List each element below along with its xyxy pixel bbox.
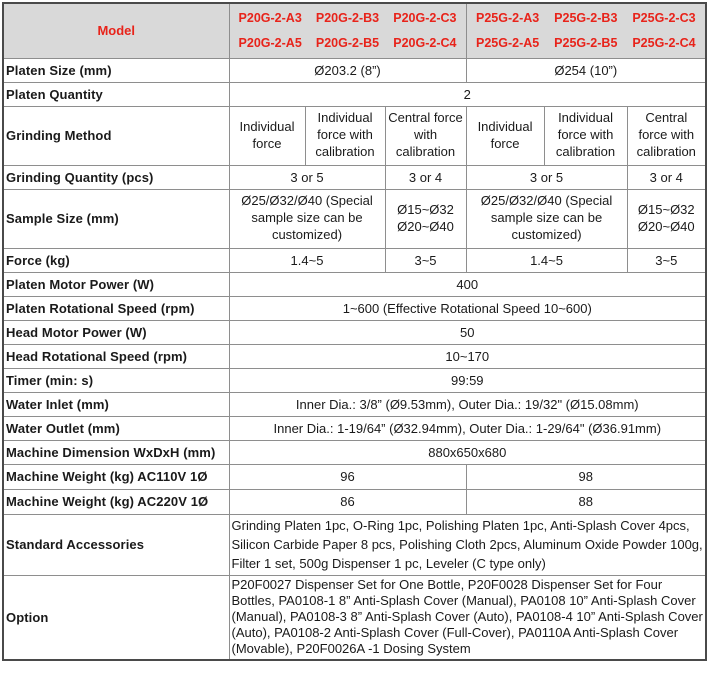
row-option: Option P20F0027 Dispenser Set for One Bo… [2,574,707,661]
model-name: P20G-2-C4 [393,36,457,51]
platen-motor-power-value: 400 [228,271,707,297]
machine-weight-ac220-10in: 88 [465,488,707,515]
option-label: Option [2,574,230,661]
row-platen-size: Platen Size (mm) Ø203.2 (8”) Ø254 (10”) [2,57,707,83]
machine-weight-ac110-label: Machine Weight (kg) AC110V 1Ø [2,463,230,490]
grinding-method-label: Grinding Method [2,105,230,166]
head-rotational-speed-value: 10~170 [228,343,707,369]
force-cell: 1.4~5 [228,247,386,273]
grinding-quantity-cell: 3 or 4 [626,164,707,190]
head-motor-power-label: Head Motor Power (W) [2,319,230,345]
model-name: P20G-2-A5 [238,36,302,51]
machine-weight-ac110-8in: 96 [228,463,467,490]
row-grinding-quantity: Grinding Quantity (pcs) 3 or 5 3 or 4 3 … [2,164,707,190]
timer-value: 99:59 [228,367,707,393]
model-group-p20: P20G-2-A3 P20G-2-B3 P20G-2-C3 P20G-2-A5 … [228,2,467,59]
row-sample-size: Sample Size (mm) Ø25/Ø32/Ø40 (Special sa… [2,188,707,249]
model-name: P25G-2-B3 [554,11,618,26]
timer-label: Timer (min: s) [2,367,230,393]
force-cell: 3~5 [384,247,467,273]
row-head-motor-power: Head Motor Power (W) 50 [2,319,707,345]
model-name: P25G-2-A5 [476,36,540,51]
row-machine-weight-ac220: Machine Weight (kg) AC220V 1Ø 86 88 [2,488,707,515]
machine-weight-ac220-label: Machine Weight (kg) AC220V 1Ø [2,488,230,515]
grinding-method-cell: Central force with calibration [626,105,707,166]
row-timer: Timer (min: s) 99:59 [2,367,707,393]
row-machine-dimension: Machine Dimension WxDxH (mm) 880x650x680 [2,439,707,465]
model-name: P25G-2-C4 [632,36,696,51]
platen-rotational-speed-value: 1~600 (Effective Rotational Speed 10~600… [228,295,707,321]
model-name: P20G-2-B3 [315,11,380,26]
platen-size-10in: Ø254 (10”) [465,57,707,83]
head-rotational-speed-label: Head Rotational Speed (rpm) [2,343,230,369]
standard-accessories-value: Grinding Platen 1pc, O-Ring 1pc, Polishi… [228,513,707,576]
force-cell: 3~5 [626,247,707,273]
model-group-p20-grid: P20G-2-A3 P20G-2-B3 P20G-2-C3 P20G-2-A5 … [232,11,464,50]
row-standard-accessories: Standard Accessories Grinding Platen 1pc… [2,513,707,576]
option-value: P20F0027 Dispenser Set for One Bottle, P… [228,574,707,661]
water-inlet-label: Water Inlet (mm) [2,391,230,417]
row-machine-weight-ac110: Machine Weight (kg) AC110V 1Ø 96 98 [2,463,707,490]
row-water-outlet: Water Outlet (mm) Inner Dia.: 1-19/64” (… [2,415,707,441]
row-force: Force (kg) 1.4~5 3~5 1.4~5 3~5 [2,247,707,273]
head-motor-power-value: 50 [228,319,707,345]
row-platen-quantity: Platen Quantity 2 [2,81,707,107]
model-name: P20G-2-A3 [238,11,302,26]
model-name: P25G-2-B5 [554,36,618,51]
platen-size-label: Platen Size (mm) [2,57,230,83]
model-group-p25: P25G-2-A3 P25G-2-B3 P25G-2-C3 P25G-2-A5 … [465,2,707,59]
model-name: P25G-2-A3 [476,11,540,26]
platen-size-8in: Ø203.2 (8”) [228,57,467,83]
force-label: Force (kg) [2,247,230,273]
standard-accessories-label: Standard Accessories [2,513,230,576]
force-cell: 1.4~5 [465,247,628,273]
row-platen-rotational-speed: Platen Rotational Speed (rpm) 1~600 (Eff… [2,295,707,321]
model-name: P20G-2-C3 [393,11,457,26]
sample-size-cell: Ø15~Ø32 Ø20~Ø40 [384,188,467,249]
sample-size-cell: Ø25/Ø32/Ø40 (Special sample size can be … [228,188,386,249]
water-inlet-value: Inner Dia.: 3/8” (Ø9.53mm), Outer Dia.: … [228,391,707,417]
machine-dimension-value: 880x650x680 [228,439,707,465]
grinding-method-cell: Individual force [228,105,306,166]
row-head-rotational-speed: Head Rotational Speed (rpm) 10~170 [2,343,707,369]
sample-size-cell: Ø25/Ø32/Ø40 (Special sample size can be … [465,188,628,249]
row-platen-motor-power: Platen Motor Power (W) 400 [2,271,707,297]
grinding-method-cell: Individual force [465,105,545,166]
platen-rotational-speed-label: Platen Rotational Speed (rpm) [2,295,230,321]
sample-size-cell: Ø15~Ø32 Ø20~Ø40 [626,188,707,249]
header-row: Model P20G-2-A3 P20G-2-B3 P20G-2-C3 P20G… [2,2,707,59]
grinding-quantity-cell: 3 or 4 [384,164,467,190]
grinding-quantity-cell: 3 or 5 [228,164,386,190]
water-outlet-label: Water Outlet (mm) [2,415,230,441]
grinding-method-cell: Individual force with calibration [304,105,386,166]
sample-size-label: Sample Size (mm) [2,188,230,249]
grinding-method-cell: Individual force with calibration [543,105,628,166]
grinding-quantity-label: Grinding Quantity (pcs) [2,164,230,190]
machine-weight-ac110-10in: 98 [465,463,707,490]
row-grinding-method: Grinding Method Individual force Individ… [2,105,707,166]
machine-weight-ac220-8in: 86 [228,488,467,515]
grinding-method-cell: Central force with calibration [384,105,467,166]
row-water-inlet: Water Inlet (mm) Inner Dia.: 3/8” (Ø9.53… [2,391,707,417]
machine-dimension-label: Machine Dimension WxDxH (mm) [2,439,230,465]
model-name: P20G-2-B5 [315,36,380,51]
platen-quantity-value: 2 [228,81,707,107]
model-header-label: Model [2,2,230,59]
grinding-quantity-cell: 3 or 5 [465,164,628,190]
water-outlet-value: Inner Dia.: 1-19/64” (Ø32.94mm), Outer D… [228,415,707,441]
specification-table: Model P20G-2-A3 P20G-2-B3 P20G-2-C3 P20G… [2,2,707,661]
model-group-p25-grid: P25G-2-A3 P25G-2-B3 P25G-2-C3 P25G-2-A5 … [469,11,704,50]
platen-motor-power-label: Platen Motor Power (W) [2,271,230,297]
platen-quantity-label: Platen Quantity [2,81,230,107]
model-name: P25G-2-C3 [632,11,696,26]
